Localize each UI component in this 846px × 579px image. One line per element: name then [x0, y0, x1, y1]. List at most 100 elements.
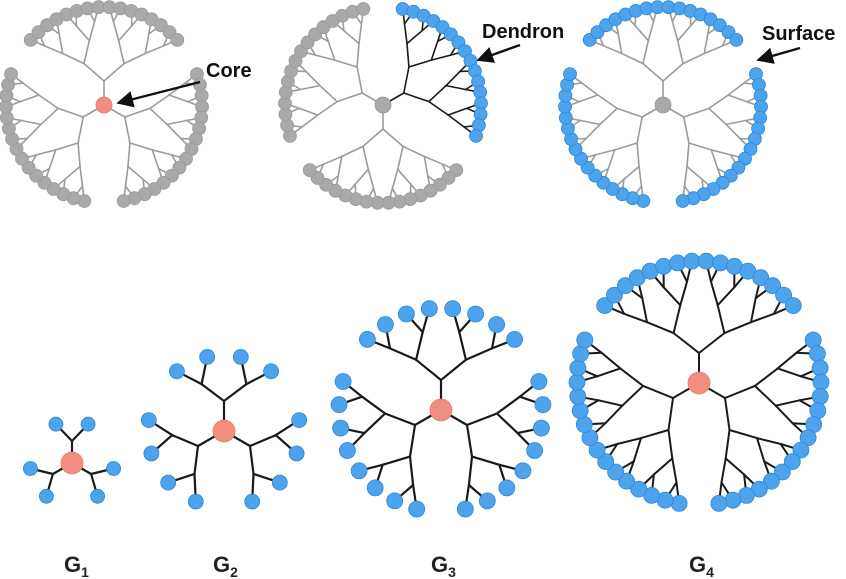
- branch-bond: [671, 457, 678, 484]
- branch-bond: [54, 142, 79, 151]
- branch-bond: [642, 62, 664, 82]
- branch-bond: [634, 24, 650, 42]
- branch-bond: [642, 384, 674, 399]
- branch-bond: [124, 107, 151, 118]
- branch-bond: [723, 321, 752, 335]
- dendrimer-generation-3: [330, 300, 552, 518]
- branch-bond: [382, 128, 404, 148]
- surface-group-node: [763, 472, 780, 490]
- surface-group-node: [533, 419, 550, 437]
- branch-bond: [579, 119, 601, 126]
- branch-bond: [710, 149, 719, 170]
- surface-group-node: [376, 316, 394, 333]
- core-node: [374, 96, 392, 114]
- surface-group-node: [478, 492, 496, 510]
- branch-bond: [88, 20, 96, 42]
- branch-bond: [129, 142, 154, 151]
- dendrimer-generation-4: [568, 252, 830, 512]
- branch-bond: [361, 395, 387, 415]
- branch-bond: [616, 107, 644, 118]
- branch-bond: [83, 62, 105, 82]
- branch-bond: [423, 155, 444, 165]
- branch-bond: [384, 412, 417, 427]
- branch-bond: [728, 429, 758, 440]
- branch-bond: [600, 351, 622, 370]
- surface-group-node: [683, 252, 701, 270]
- branch-bond: [495, 395, 522, 415]
- branch-bond: [495, 412, 519, 435]
- branch-bond: [430, 54, 452, 61]
- surface-group-node: [22, 461, 38, 476]
- branch-bond: [638, 165, 643, 187]
- surface-group-node: [764, 277, 781, 295]
- branch-bond: [682, 107, 710, 118]
- branch-bond: [222, 383, 248, 403]
- surface-group-node: [358, 330, 376, 348]
- branch-bond: [408, 423, 417, 458]
- branch-bond: [688, 142, 713, 151]
- surface-group-node: [397, 305, 415, 323]
- branch-bond: [406, 29, 423, 45]
- surface-group-node: [444, 300, 462, 318]
- branch-bond: [724, 429, 731, 460]
- branch-bond: [470, 455, 501, 466]
- branch-bond: [467, 455, 474, 487]
- branch-bond: [750, 312, 775, 324]
- branch-bond: [314, 54, 336, 61]
- branch-bond: [708, 94, 730, 110]
- surface-group-node: [597, 453, 615, 471]
- branch-bond: [144, 33, 150, 55]
- branch-bond: [716, 286, 736, 307]
- branch-bond: [423, 155, 429, 177]
- surface-group-node: [563, 67, 577, 81]
- surface-group-node: [386, 492, 404, 510]
- surface-group-node: [80, 416, 96, 432]
- branch-bond: [727, 94, 748, 103]
- surface-group-node: [569, 388, 587, 405]
- branch-bond: [362, 128, 384, 148]
- branch-bond: [753, 367, 779, 387]
- core-node: [60, 451, 84, 475]
- branch-bond: [151, 149, 173, 156]
- branch-bond: [248, 444, 255, 475]
- branch-bond: [26, 123, 42, 140]
- surface-group-node: [160, 474, 177, 491]
- branch-bond: [337, 155, 343, 177]
- branch-bond: [200, 383, 226, 403]
- branch-bond: [305, 70, 321, 87]
- generation-label-g4: G4: [689, 552, 714, 579]
- branch-bond: [83, 39, 91, 65]
- branch-bond: [151, 149, 160, 170]
- branch-bond: [679, 280, 688, 307]
- branch-bond: [127, 142, 131, 168]
- branch-bond: [406, 42, 410, 68]
- branch-bond: [299, 84, 321, 91]
- branch-bond: [396, 168, 412, 186]
- branch-bond: [686, 165, 703, 181]
- branch-bond: [720, 457, 727, 484]
- branch-bond: [43, 44, 64, 55]
- branch-bond: [642, 39, 650, 65]
- branch-bond: [391, 168, 399, 190]
- surface-group-node: [456, 500, 474, 518]
- surface-group-node: [670, 494, 688, 512]
- branch-bond: [725, 119, 747, 126]
- surface-group-node: [530, 373, 548, 390]
- surface-group-node: [334, 373, 352, 390]
- branch-bond: [430, 40, 439, 61]
- branch-bond: [724, 457, 746, 476]
- surface-label: Surface: [762, 23, 835, 45]
- core-node: [654, 96, 672, 114]
- surface-group-node: [534, 396, 552, 414]
- branch-bond: [578, 94, 599, 103]
- surface-group-node: [784, 297, 802, 315]
- branch-bond: [613, 142, 638, 151]
- branch-bond: [616, 437, 642, 445]
- branch-bond: [617, 33, 623, 55]
- branch-bond: [79, 165, 84, 187]
- branch-bond: [117, 39, 125, 65]
- branch-bond: [123, 52, 147, 65]
- branch-bond: [333, 59, 358, 68]
- branch-bond: [168, 94, 189, 103]
- surface-group-node: [244, 493, 261, 510]
